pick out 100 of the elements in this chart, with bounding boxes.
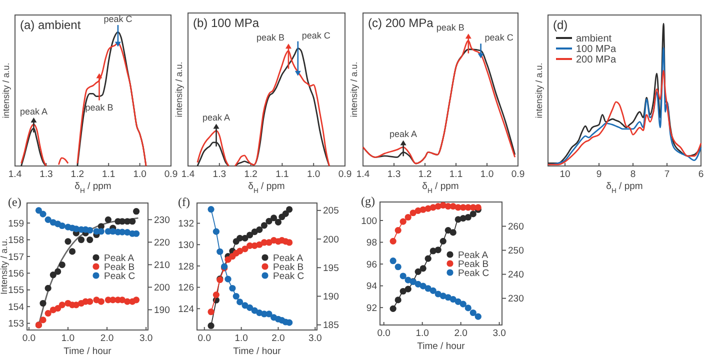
point bbox=[390, 258, 396, 264]
point bbox=[236, 248, 244, 254]
legend-label: ambient bbox=[576, 34, 612, 44]
point bbox=[274, 218, 282, 226]
x-tick-label: 1.3 bbox=[212, 169, 226, 180]
x-tick-label: 3.0 bbox=[308, 333, 322, 344]
point bbox=[98, 228, 104, 235]
point bbox=[129, 218, 136, 225]
point bbox=[242, 234, 248, 242]
point bbox=[40, 210, 46, 218]
legend-label: Peak B bbox=[104, 262, 135, 273]
x-tick-label: 1.0 bbox=[61, 333, 75, 344]
x-tick-label: 6 bbox=[698, 169, 704, 180]
point bbox=[454, 298, 462, 305]
chart-title: (d) bbox=[553, 18, 568, 32]
point bbox=[286, 319, 293, 326]
point bbox=[58, 222, 66, 230]
annotation: peak B bbox=[256, 32, 284, 43]
point bbox=[98, 298, 104, 305]
annotation: peak A bbox=[390, 129, 418, 140]
chart-title: (f) bbox=[178, 195, 190, 209]
point bbox=[58, 262, 66, 268]
point bbox=[50, 272, 56, 278]
x-axis-title: Time / hour bbox=[233, 346, 281, 357]
y2-tick-label: 250 bbox=[508, 246, 524, 257]
y-tick-label: 154 bbox=[8, 302, 24, 313]
x-tick-label: 1.1 bbox=[449, 169, 463, 180]
y2-tick-label: 190 bbox=[154, 305, 170, 316]
point bbox=[390, 305, 396, 312]
point bbox=[424, 285, 432, 292]
point bbox=[266, 218, 272, 224]
y-tick-label: 126 bbox=[178, 282, 194, 294]
point bbox=[400, 288, 406, 295]
point bbox=[44, 216, 52, 223]
y-tick-label: 158 bbox=[8, 235, 24, 246]
point bbox=[286, 239, 293, 246]
x-tick-label: 1.0 bbox=[133, 169, 146, 180]
point bbox=[464, 214, 472, 221]
x-tick-label: 3.0 bbox=[139, 333, 153, 344]
y-axis-title: intensity / a.u. bbox=[174, 62, 184, 118]
y-axis-title: intensity / a.u. bbox=[534, 62, 544, 118]
point bbox=[44, 310, 52, 317]
point bbox=[414, 268, 422, 275]
x-tick-label: 1.0 bbox=[480, 169, 494, 180]
point bbox=[400, 272, 406, 280]
x-tick-label: 1.0 bbox=[416, 328, 429, 339]
point bbox=[474, 313, 482, 320]
point bbox=[410, 210, 416, 216]
point bbox=[104, 216, 112, 224]
point bbox=[470, 309, 476, 316]
point bbox=[394, 227, 402, 234]
point bbox=[208, 322, 214, 330]
x-tick-label: 9 bbox=[596, 169, 602, 180]
y-tick-label: 132 bbox=[178, 218, 194, 230]
point bbox=[246, 232, 254, 238]
annotation: peak B bbox=[436, 22, 464, 33]
point bbox=[414, 280, 422, 288]
x-tick-label: 0.0 bbox=[377, 328, 390, 339]
point bbox=[54, 268, 62, 275]
point bbox=[394, 296, 402, 304]
point bbox=[450, 296, 456, 303]
point bbox=[450, 229, 456, 236]
y2-tick-label: 205 bbox=[323, 206, 339, 217]
point bbox=[224, 276, 232, 282]
chart-title: (a) ambient bbox=[20, 18, 82, 32]
y-axis-title: intensity / a.u. bbox=[1, 62, 11, 118]
x-tick-label: 3.0 bbox=[492, 328, 506, 339]
x-tick-label: 1.4 bbox=[8, 169, 22, 180]
point bbox=[434, 290, 442, 298]
point bbox=[242, 246, 248, 252]
x-tick-label: 1.4 bbox=[356, 169, 370, 180]
x-tick-label: 0.0 bbox=[22, 333, 36, 344]
x-axis-title: δ$_{H}$ / ppm bbox=[606, 181, 643, 194]
x-tick-label: 0.9 bbox=[511, 169, 525, 180]
x-tick-label: 2.0 bbox=[272, 333, 285, 344]
point bbox=[430, 287, 436, 294]
point bbox=[64, 238, 72, 245]
y-tick-label: 96 bbox=[366, 259, 377, 270]
point bbox=[208, 308, 214, 316]
x-tick-label: 1.2 bbox=[244, 169, 258, 180]
point bbox=[246, 304, 254, 311]
point bbox=[266, 310, 272, 318]
x-axis-title: Time / hour bbox=[64, 346, 112, 357]
point bbox=[256, 226, 263, 233]
point bbox=[236, 234, 244, 242]
x-tick-label: 1.3 bbox=[387, 169, 401, 180]
point bbox=[54, 304, 62, 312]
y-tick-label: 124 bbox=[178, 304, 194, 315]
legend-label: Peak A bbox=[104, 253, 135, 264]
y-tick-label: 157 bbox=[8, 252, 24, 263]
legend-label: Peak B bbox=[273, 262, 304, 273]
point bbox=[420, 265, 426, 272]
x-tick-label: 10 bbox=[560, 169, 570, 180]
x-tick-label: 0.9 bbox=[338, 169, 352, 180]
x-tick-label: 0.0 bbox=[198, 333, 211, 344]
legend-label: 100 MPa bbox=[576, 44, 616, 55]
x-axis-title: δ$_{H}$ / ppm bbox=[74, 181, 112, 194]
point bbox=[212, 291, 220, 298]
x-axis-title: δ$_{H}$ / ppm bbox=[422, 181, 459, 194]
y-tick-label: 153 bbox=[8, 318, 24, 330]
